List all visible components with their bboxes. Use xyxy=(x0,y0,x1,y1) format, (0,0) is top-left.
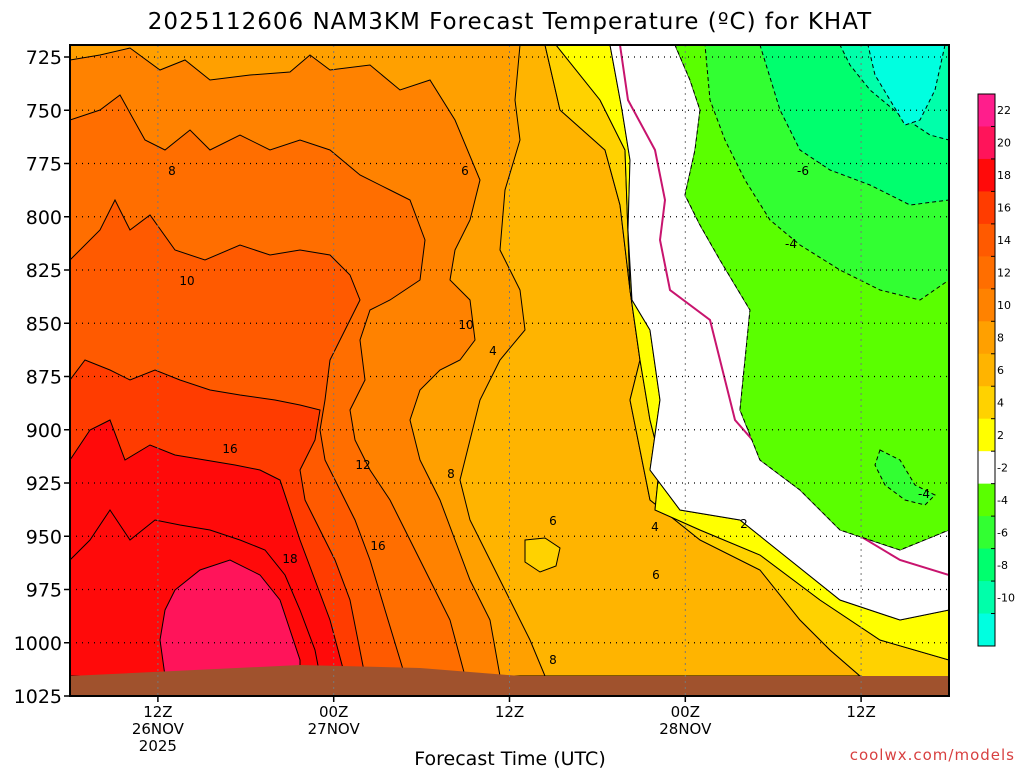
colorbar-swatch xyxy=(978,516,995,550)
colorbar-tick-label: 22 xyxy=(997,104,1011,117)
colorbar-swatch xyxy=(978,126,995,160)
x-tick-label: 27NOV xyxy=(308,720,361,738)
y-tick-label: 925 xyxy=(26,473,62,495)
colorbar-tick-label: -2 xyxy=(997,461,1008,474)
colorbar-tick-label: 4 xyxy=(997,396,1004,409)
colorbar-swatch xyxy=(978,353,995,387)
chart-title: 2025112606 NAM3KM Forecast Temperature (… xyxy=(148,9,872,35)
colorbar-swatch xyxy=(978,483,995,517)
contour-label: 16 xyxy=(370,539,385,553)
colorbar-tick-label: 8 xyxy=(997,332,1004,345)
band-minus4-island xyxy=(874,449,936,506)
y-tick-label: 725 xyxy=(26,47,62,69)
colorbar-tick-label: 14 xyxy=(997,234,1011,247)
band-22to24 xyxy=(159,559,301,677)
colorbar-tick-label: 20 xyxy=(997,137,1011,150)
colorbar-swatch xyxy=(978,256,995,290)
band-cold-bubble xyxy=(524,537,561,573)
contour-label: 6 xyxy=(549,514,557,528)
colorbar-swatch xyxy=(978,418,995,452)
colorbar-tick-label: 18 xyxy=(997,169,1011,182)
contour-label: 4 xyxy=(651,520,659,534)
colorbar-swatch xyxy=(978,548,995,582)
colorbar-tick-label: 10 xyxy=(997,299,1011,312)
colorbar-swatch xyxy=(978,451,995,485)
x-tick-label: 00Z xyxy=(671,703,700,721)
y-tick-label: 825 xyxy=(26,260,62,282)
colorbar-swatch xyxy=(978,321,995,355)
x-tick-label: 00Z xyxy=(319,703,348,721)
y-tick-label: 950 xyxy=(26,526,62,548)
contour-label: 16 xyxy=(222,442,237,456)
x-axis-label: Forecast Time (UTC) xyxy=(414,748,605,768)
colorbar-tick-label: 6 xyxy=(997,364,1004,377)
x-tick-label: 26NOV xyxy=(132,720,185,738)
colorbar-swatch xyxy=(978,191,995,225)
ground-surface xyxy=(70,665,949,696)
x-tick-label: 12Z xyxy=(846,703,875,721)
colorbar-tick-label: -8 xyxy=(997,559,1008,572)
grid-lines xyxy=(70,45,949,696)
contour-label: 10 xyxy=(179,274,194,288)
y-tick-label: 975 xyxy=(26,580,62,602)
contour-labels: 8 6 10 10 4 16 12 8 18 16 6 4 2 6 8 -6 -… xyxy=(168,164,930,667)
colorbar-tick-label: 12 xyxy=(997,267,1011,280)
contour-label: 8 xyxy=(168,164,176,178)
contour-label: -4 xyxy=(918,487,930,501)
colorbar-frame xyxy=(977,93,996,647)
colorbar-swatch xyxy=(978,581,995,615)
credit-text: coolwx.com/models xyxy=(850,746,1015,764)
contour-label: 6 xyxy=(461,164,469,178)
colorbar-swatch xyxy=(978,94,995,127)
colorbar-swatch xyxy=(978,386,995,420)
plot-area: 8 6 10 10 4 16 12 8 18 16 6 4 2 6 8 -6 -… xyxy=(70,45,949,696)
colorbar-tick-label: 16 xyxy=(997,202,1011,215)
x-tick-label: 28NOV xyxy=(659,720,712,738)
colorbar-swatch xyxy=(978,613,995,647)
contour-label: -4 xyxy=(785,237,797,251)
band-minus10to-minus12 xyxy=(867,45,946,126)
y-tick-label: 750 xyxy=(26,100,62,122)
contour-label: 8 xyxy=(549,653,557,667)
y-tick-label: 850 xyxy=(26,313,62,335)
colorbar-tick-label: -10 xyxy=(997,591,1015,604)
contour-label: 18 xyxy=(282,552,297,566)
colorbar-swatch xyxy=(978,223,995,257)
y-tick-label: 800 xyxy=(26,207,62,229)
contour-label: 4 xyxy=(489,344,497,358)
x-tick-label: 12Z xyxy=(495,703,524,721)
y-axis: 725 750 775 800 825 850 875 900 925 950 975 1000 102… xyxy=(14,47,70,708)
y-tick-label: 1025 xyxy=(14,686,62,708)
y-tick-label: 1000 xyxy=(14,633,62,655)
colorbar: 22 20 18 16 14 12 10 8 6 4 2 -2 -4 -6 -8 -10 xyxy=(977,93,1015,647)
x-tick-label: 2025 xyxy=(139,737,177,755)
contour-label: 10 xyxy=(458,318,473,332)
y-tick-label: 775 xyxy=(26,154,62,176)
colorbar-tick-label: 2 xyxy=(997,429,1004,442)
y-tick-label: 900 xyxy=(26,420,62,442)
colorbar-tick-label: -6 xyxy=(997,526,1008,539)
contour-label: 2 xyxy=(740,517,748,531)
x-tick-label: 12Z xyxy=(143,703,172,721)
colorbar-swatch xyxy=(978,158,995,192)
contour-label: 8 xyxy=(447,467,455,481)
contour-label: 12 xyxy=(355,458,370,472)
y-tick-label: 875 xyxy=(26,367,62,389)
colorbar-swatch xyxy=(978,288,995,322)
contour-label: -6 xyxy=(797,164,809,178)
colorbar-tick-label: -4 xyxy=(997,494,1008,507)
contour-label: 6 xyxy=(652,568,660,582)
